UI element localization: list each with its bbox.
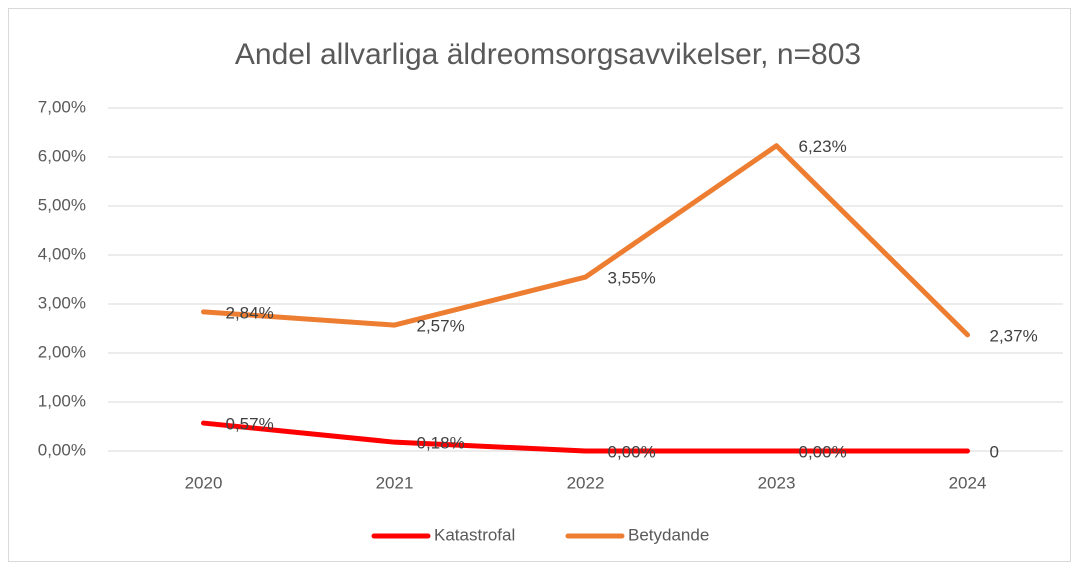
legend-label: Betydande: [628, 525, 709, 544]
data-label: 0: [990, 442, 999, 461]
x-tick-label: 2020: [185, 473, 223, 492]
y-tick-label: 4,00%: [38, 244, 86, 263]
x-tick-label: 2024: [949, 473, 987, 492]
data-label: 2,84%: [226, 303, 274, 322]
data-label: 2,57%: [417, 317, 465, 336]
data-label: 0,00%: [608, 442, 656, 461]
x-tick-label: 2023: [758, 473, 796, 492]
x-tick-label: 2021: [376, 473, 414, 492]
y-tick-label: 2,00%: [38, 342, 86, 361]
data-label: 3,55%: [608, 269, 656, 288]
y-tick-label: 0,00%: [38, 440, 86, 459]
series-line: [201, 420, 970, 454]
series-line: [201, 143, 970, 338]
data-label: 6,23%: [799, 137, 847, 156]
y-tick-label: 3,00%: [38, 293, 86, 312]
legend-label: Katastrofal: [434, 525, 515, 544]
chart-title: Andel allvarliga äldreomsorgsavvikelser,…: [235, 38, 861, 71]
x-tick-label: 2022: [567, 473, 605, 492]
y-tick-label: 5,00%: [38, 195, 86, 214]
y-tick-label: 6,00%: [38, 146, 86, 165]
y-tick-label: 1,00%: [38, 391, 86, 410]
data-label: 0,00%: [799, 442, 847, 461]
data-label: 0,18%: [417, 434, 465, 453]
data-label: 0,57%: [226, 415, 274, 434]
chart-border: [8, 8, 1071, 562]
data-label: 2,37%: [990, 326, 1038, 345]
y-tick-label: 7,00%: [38, 97, 86, 116]
